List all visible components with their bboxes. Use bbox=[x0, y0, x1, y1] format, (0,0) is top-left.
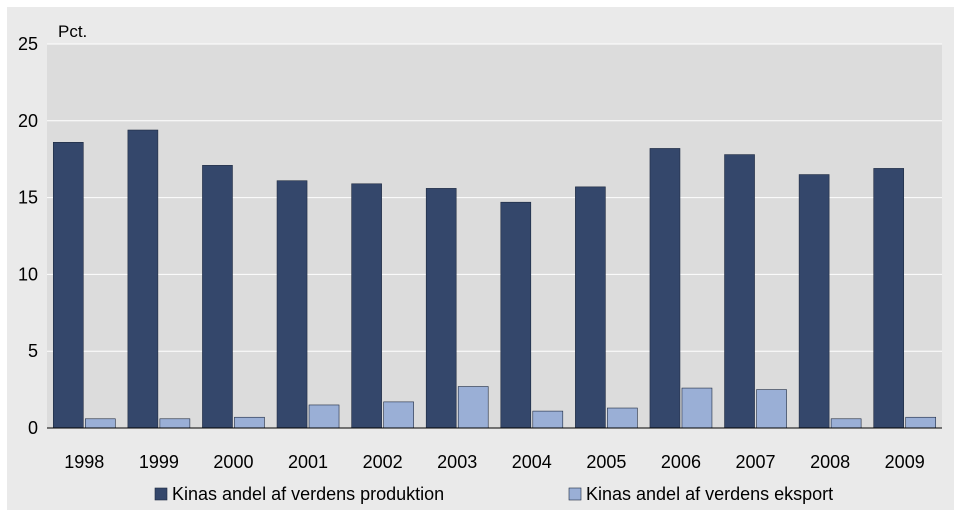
y-tick-label: 5 bbox=[28, 341, 38, 361]
bar-production bbox=[425, 188, 457, 429]
x-tick-label: 2003 bbox=[437, 452, 477, 472]
plot-area bbox=[47, 44, 942, 428]
bar-export bbox=[457, 386, 489, 429]
y-axis-tick-labels: 0 5 10 15 20 25 bbox=[18, 34, 38, 438]
bar-export bbox=[234, 416, 265, 429]
x-tick-label: 1999 bbox=[139, 452, 179, 472]
bar-export bbox=[532, 410, 564, 429]
bar-export bbox=[159, 418, 191, 429]
y-tick-label: 10 bbox=[18, 264, 38, 284]
x-axis-tick-labels: 1998 1999 2000 2001 2002 2003 2004 2005 2006 2007… bbox=[64, 452, 924, 472]
bar-production bbox=[873, 168, 905, 429]
bar-export bbox=[905, 416, 937, 429]
bar-export bbox=[383, 401, 414, 429]
y-tick-label: 20 bbox=[18, 111, 38, 131]
bar-production bbox=[52, 142, 84, 429]
legend-label-export: Kinas andel af verdens eksport bbox=[586, 484, 833, 504]
bar-export bbox=[681, 387, 713, 429]
legend-swatch-export bbox=[568, 487, 582, 501]
y-tick-label: 0 bbox=[28, 418, 38, 438]
x-tick-label: 1998 bbox=[64, 452, 104, 472]
y-tick-label: 25 bbox=[18, 34, 38, 54]
bar-production bbox=[798, 174, 830, 429]
x-tick-label: 2009 bbox=[885, 452, 925, 472]
bar-production bbox=[500, 201, 532, 429]
legend: Kinas andel af verdens produktion Kinas a… bbox=[154, 484, 833, 504]
legend-swatch-production bbox=[154, 487, 168, 501]
x-tick-label: 2000 bbox=[213, 452, 253, 472]
y-tick-label: 15 bbox=[18, 188, 38, 208]
bar-export bbox=[308, 404, 340, 429]
bar-production bbox=[351, 183, 382, 429]
x-tick-label: 2001 bbox=[288, 452, 328, 472]
x-tick-label: 2004 bbox=[512, 452, 552, 472]
legend-label-production: Kinas andel af verdens produktion bbox=[172, 484, 444, 504]
y-axis-label: Pct. bbox=[58, 22, 87, 41]
bar-production bbox=[202, 165, 233, 429]
bar-export bbox=[607, 407, 638, 429]
bar-production bbox=[127, 129, 159, 429]
bars bbox=[52, 129, 937, 429]
x-tick-label: 2002 bbox=[363, 452, 403, 472]
bar-production bbox=[724, 154, 755, 429]
bar-export bbox=[756, 389, 787, 429]
x-tick-label: 2007 bbox=[736, 452, 776, 472]
gridlines bbox=[47, 43, 942, 352]
bar-export bbox=[830, 418, 862, 429]
bar-production bbox=[276, 180, 308, 429]
x-tick-label: 2008 bbox=[810, 452, 850, 472]
bar-production bbox=[649, 148, 681, 429]
bar-production bbox=[575, 186, 606, 429]
bar-export bbox=[84, 418, 116, 429]
x-tick-label: 2005 bbox=[586, 452, 626, 472]
x-tick-label: 2006 bbox=[661, 452, 701, 472]
